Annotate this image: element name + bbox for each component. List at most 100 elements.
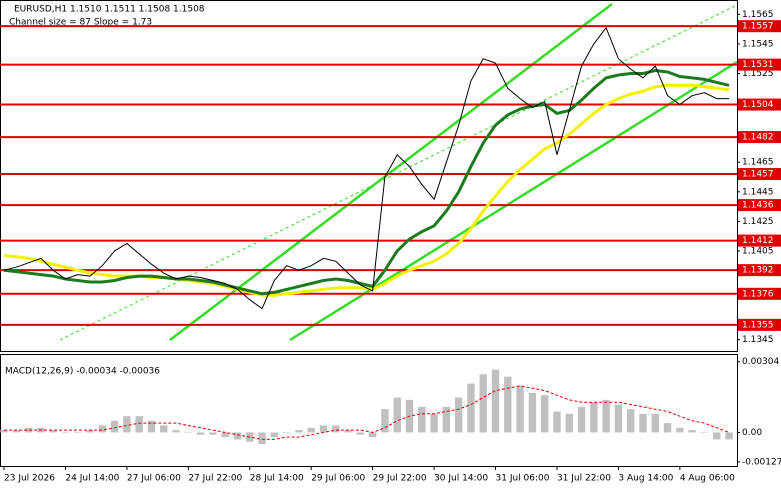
histogram-bar <box>602 399 610 433</box>
histogram-bar <box>147 420 156 433</box>
histogram-bar <box>86 430 94 433</box>
histogram-bar <box>160 425 168 433</box>
histogram-bar <box>627 409 635 433</box>
y-tick-label: 1.1565 <box>742 10 774 20</box>
level-tag <box>738 58 781 71</box>
x-tick-label: 3 Aug 14:00 <box>618 474 673 484</box>
histogram-bar <box>528 392 537 433</box>
histogram-bar <box>368 432 377 438</box>
x-tick-label: 29 Jul 06:00 <box>311 474 365 484</box>
histogram-bar <box>356 432 365 435</box>
chart-subtitle: Channel size = 87 Slope = 1.73 <box>9 18 152 28</box>
y-tick-label: 1.1545 <box>742 39 774 49</box>
histogram-bar <box>725 432 733 440</box>
histogram-bar <box>442 406 451 433</box>
y-tick-label: 0.00304 <box>742 357 779 367</box>
histogram-bar <box>491 369 500 433</box>
histogram-bar <box>553 411 561 433</box>
histogram-bar <box>209 432 217 435</box>
histogram-bar <box>184 432 193 433</box>
level-tag <box>738 168 781 181</box>
histogram-bar <box>332 425 340 433</box>
x-tick-label: 27 Jul 06:00 <box>127 474 181 484</box>
histogram-bar <box>467 383 475 433</box>
y-tick-label: 1.1465 <box>742 158 774 168</box>
level-label: 1.1482 <box>742 133 774 143</box>
histogram-bar <box>418 406 426 433</box>
x-tick-label: 31 Jul 06:00 <box>496 474 550 484</box>
histogram-bar <box>123 416 131 433</box>
histogram-bar <box>221 432 229 438</box>
histogram-bar <box>258 432 266 445</box>
histogram-bar <box>0 430 8 433</box>
histogram-bar <box>700 432 709 433</box>
histogram-bar <box>172 430 180 433</box>
histogram-bar <box>381 409 389 433</box>
histogram-bar <box>688 430 696 433</box>
histogram-bar <box>74 432 82 433</box>
histogram-bar <box>565 413 573 433</box>
histogram-bar <box>319 425 328 433</box>
histogram-bar <box>233 432 242 440</box>
level-tag <box>738 234 781 247</box>
y-tick-label: 0.00 <box>742 428 762 438</box>
level-label: 1.1531 <box>742 60 774 70</box>
chart-title: EURUSD,H1 1.1510 1.1511 1.1508 1.1508 <box>14 5 205 15</box>
level-label: 1.1376 <box>742 289 774 299</box>
histogram-bar <box>590 402 598 433</box>
histogram-bar <box>24 427 33 433</box>
level-label: 1.1412 <box>742 236 774 246</box>
histogram-bar <box>12 430 20 433</box>
histogram-bar <box>614 404 623 433</box>
level-label: 1.1436 <box>742 201 774 211</box>
x-tick-label: 4 Aug 06:00 <box>680 474 735 484</box>
x-tick-label: 28 Jul 14:00 <box>250 474 304 484</box>
macd-panel <box>0 354 738 467</box>
histogram-bar <box>639 413 647 433</box>
y-tick-label: 1.1425 <box>742 217 774 227</box>
channel-upper <box>169 3 613 341</box>
line-series <box>3 26 729 310</box>
histogram-bar <box>540 395 549 433</box>
y-tick-label: 1.1445 <box>742 187 774 197</box>
x-tick-label: 29 Jul 22:00 <box>373 474 427 484</box>
histogram-bar <box>577 406 586 433</box>
level-label: 1.1504 <box>742 100 774 110</box>
plot: 1.1565 1.1545 1.1525 1.1465 1.1445 1.1425 1.14… <box>0 10 781 484</box>
level-tag <box>738 20 781 33</box>
histogram-bar <box>713 432 721 440</box>
x-tick-label: 31 Jul 22:00 <box>557 474 611 484</box>
histogram-bar <box>49 430 57 433</box>
histogram-bar <box>295 430 303 433</box>
histogram-bar <box>430 413 438 433</box>
line-series <box>3 83 730 297</box>
y-tick-label: 1.1345 <box>742 335 774 345</box>
line-series <box>4 385 730 440</box>
histogram-bar <box>282 432 291 433</box>
level-label: 1.1355 <box>742 320 774 330</box>
histogram-bar <box>135 416 143 433</box>
x-tick-label: 27 Jul 22:00 <box>188 474 242 484</box>
x-tick-label: 24 Jul 14:00 <box>65 474 119 484</box>
y-tick-label: 1.1525 <box>742 69 774 79</box>
level-label: 1.1457 <box>742 170 774 180</box>
histogram-bar <box>393 397 401 433</box>
histogram-bar <box>676 427 684 433</box>
x-tick-label: 23 Jul 2026 <box>4 474 55 484</box>
histogram-bar <box>651 413 659 433</box>
histogram-bar <box>270 432 279 438</box>
histogram-bar <box>454 397 463 433</box>
histogram-bar <box>663 423 672 433</box>
price-panel <box>0 0 738 352</box>
level-tag <box>738 287 781 300</box>
x-tick-label: 30 Jul 14:00 <box>434 474 488 484</box>
histogram-bar <box>479 374 487 433</box>
histogram-bar <box>504 376 512 433</box>
histogram-bar <box>516 385 524 433</box>
histogram-bar <box>98 425 106 433</box>
line-series <box>3 68 730 296</box>
histogram-bar <box>196 432 205 435</box>
level-tag <box>738 98 781 111</box>
